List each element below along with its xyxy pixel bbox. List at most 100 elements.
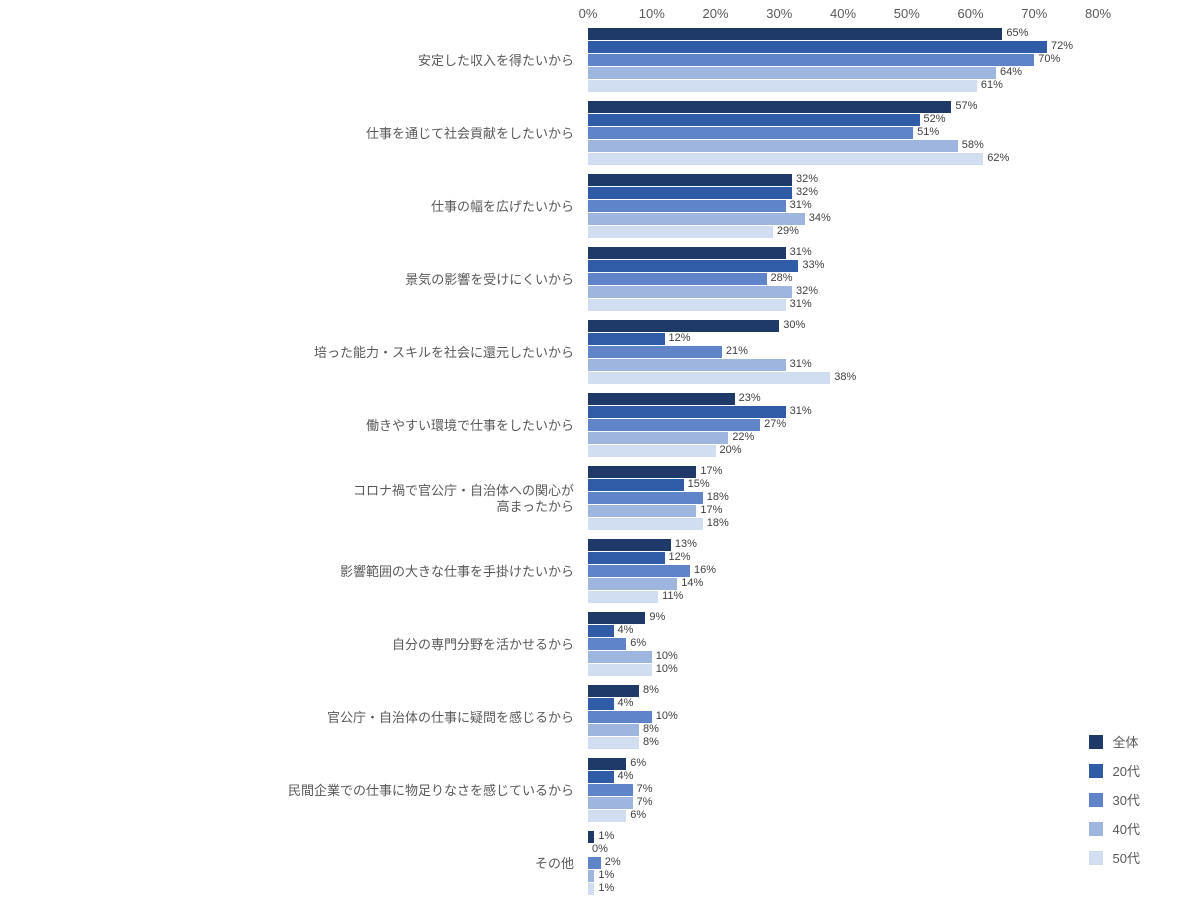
bar-value-label: 7% bbox=[633, 796, 653, 808]
bar-value-label: 70% bbox=[1034, 53, 1060, 65]
bar bbox=[588, 333, 665, 345]
bar-value-label: 34% bbox=[805, 212, 831, 224]
bar bbox=[588, 565, 690, 577]
bar bbox=[588, 784, 633, 796]
bar-row: 65% bbox=[588, 28, 1098, 41]
category-label: コロナ禍で官公庁・自治体への関心が高まったから bbox=[262, 482, 582, 515]
bar-value-label: 4% bbox=[614, 770, 634, 782]
bar-row: 33% bbox=[588, 260, 1098, 273]
category-label: 安定した収入を得たいから bbox=[262, 52, 582, 68]
category-label: 仕事を通じて社会貢献をしたいから bbox=[262, 125, 582, 141]
bar bbox=[588, 320, 779, 332]
bar-group: 8%4%10%8%8% bbox=[588, 685, 1098, 750]
bar-row: 4% bbox=[588, 625, 1098, 638]
bar-row: 6% bbox=[588, 810, 1098, 823]
bar-value-label: 72% bbox=[1047, 40, 1073, 52]
x-axis-tick-label: 40% bbox=[830, 6, 856, 21]
bar-row: 32% bbox=[588, 286, 1098, 299]
legend-swatch bbox=[1089, 822, 1103, 836]
bar-row: 72% bbox=[588, 41, 1098, 54]
x-axis-tick-label: 0% bbox=[579, 6, 598, 21]
legend-swatch bbox=[1089, 735, 1103, 749]
bar-value-label: 22% bbox=[728, 431, 754, 443]
bar-row: 21% bbox=[588, 346, 1098, 359]
x-axis-labels: 0%10%20%30%40%50%60%70%80% bbox=[0, 0, 1200, 28]
bar-value-label: 1% bbox=[594, 869, 614, 881]
bar-row: 62% bbox=[588, 153, 1098, 166]
bar bbox=[588, 466, 696, 478]
bar-value-label: 7% bbox=[633, 783, 653, 795]
bar bbox=[588, 67, 996, 79]
category-label: その他 bbox=[262, 855, 582, 871]
bar-group: 32%32%31%34%29% bbox=[588, 174, 1098, 239]
bar-value-label: 9% bbox=[645, 611, 665, 623]
bar-value-label: 1% bbox=[594, 830, 614, 842]
bar bbox=[588, 393, 735, 405]
bar bbox=[588, 187, 792, 199]
legend-item: 50代 bbox=[1089, 848, 1140, 867]
category-group: 安定した収入を得たいから 65%72%70% 64%61% bbox=[0, 28, 1200, 93]
bar bbox=[588, 698, 614, 710]
bar bbox=[588, 591, 658, 603]
bar-row: 8% bbox=[588, 685, 1098, 698]
bar-value-label: 6% bbox=[626, 637, 646, 649]
bar-value-label: 6% bbox=[626, 757, 646, 769]
x-axis-tick-label: 50% bbox=[894, 6, 920, 21]
bar-value-label: 15% bbox=[684, 478, 710, 490]
bar bbox=[588, 406, 786, 418]
bar-value-label: 10% bbox=[652, 710, 678, 722]
bar-value-label: 6% bbox=[626, 809, 646, 821]
legend-item: 20代 bbox=[1089, 761, 1140, 780]
bar bbox=[588, 419, 760, 431]
category-label: 官公庁・自治体の仕事に疑問を感じるから bbox=[262, 709, 582, 725]
bar bbox=[588, 612, 645, 624]
bar bbox=[588, 174, 792, 186]
legend-label: 30代 bbox=[1113, 790, 1140, 809]
bar-row: 22% bbox=[588, 432, 1098, 445]
legend-item: 全体 bbox=[1089, 732, 1140, 751]
bar-row: 15% bbox=[588, 479, 1098, 492]
bar-value-label: 52% bbox=[920, 113, 946, 125]
bar bbox=[588, 200, 786, 212]
bar-row: 58% bbox=[588, 140, 1098, 153]
bar bbox=[588, 213, 805, 225]
bar-value-label: 18% bbox=[703, 491, 729, 503]
bar bbox=[588, 492, 703, 504]
bar-value-label: 20% bbox=[716, 444, 742, 456]
legend-label: 50代 bbox=[1113, 848, 1140, 867]
bar bbox=[588, 127, 913, 139]
bar-row: 32% bbox=[588, 187, 1098, 200]
bar bbox=[588, 651, 652, 663]
bar bbox=[588, 724, 639, 736]
bar-value-label: 38% bbox=[830, 371, 856, 383]
bar bbox=[588, 101, 951, 113]
chart-container: 0%10%20%30%40%50%60%70%80% 安定した収入を得たいから6… bbox=[0, 0, 1200, 917]
bar-value-label: 23% bbox=[735, 392, 761, 404]
bar-value-label: 31% bbox=[786, 246, 812, 258]
bar-row: 11% bbox=[588, 591, 1098, 604]
bar bbox=[588, 758, 626, 770]
bar-row: 23% bbox=[588, 393, 1098, 406]
bar-value-label: 31% bbox=[786, 298, 812, 310]
bar-value-label: 10% bbox=[652, 650, 678, 662]
bar bbox=[588, 539, 671, 551]
bar-row: 2% bbox=[588, 857, 1098, 870]
legend-label: 20代 bbox=[1113, 761, 1140, 780]
bar-row: 32% bbox=[588, 174, 1098, 187]
bar bbox=[588, 445, 716, 457]
bar-row: 61% bbox=[588, 80, 1098, 93]
bar bbox=[588, 140, 958, 152]
bar-value-label: 11% bbox=[658, 590, 683, 602]
bar-value-label: 10% bbox=[652, 663, 678, 675]
bar-value-label: 16% bbox=[690, 564, 716, 576]
bar-value-label: 31% bbox=[786, 405, 812, 417]
bar-row: 18% bbox=[588, 492, 1098, 505]
bar bbox=[588, 518, 703, 530]
bar-value-label: 61% bbox=[977, 79, 1003, 91]
bar-value-label: 14% bbox=[677, 577, 703, 589]
bar-row: 8% bbox=[588, 737, 1098, 750]
bar-value-label: 64% bbox=[996, 66, 1022, 78]
bar-row: 64% bbox=[588, 67, 1098, 80]
bar-value-label: 4% bbox=[614, 624, 634, 636]
bar-value-label: 8% bbox=[639, 684, 659, 696]
